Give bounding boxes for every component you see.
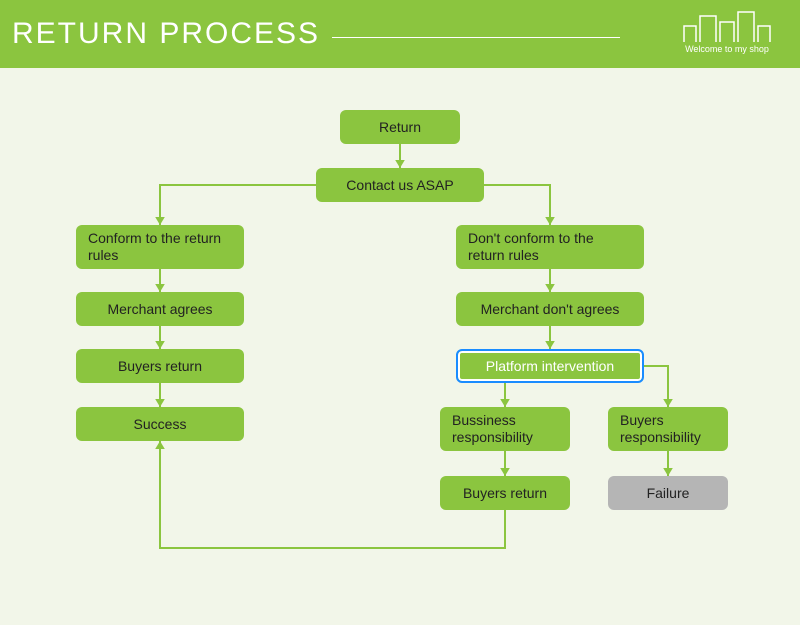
header-logo: Welcome to my shop (682, 8, 772, 54)
node-m_agree: Merchant agrees (76, 292, 244, 326)
node-success: Success (76, 407, 244, 441)
flowchart-connectors (0, 68, 800, 625)
header-welcome: Welcome to my shop (682, 44, 772, 54)
node-buy_resp: Buyers responsibility (608, 407, 728, 451)
header-divider (332, 37, 620, 38)
node-contact: Contact us ASAP (316, 168, 484, 202)
buildings-icon (682, 8, 772, 42)
node-failure: Failure (608, 476, 728, 510)
node-conform: Conform to the return rules (76, 225, 244, 269)
node-return: Return (340, 110, 460, 144)
page-title: RETURN PROCESS (12, 17, 320, 51)
node-platform: Platform intervention (456, 349, 644, 383)
node-biz_resp: Bussiness responsibility (440, 407, 570, 451)
node-m_disagree: Merchant don't agrees (456, 292, 644, 326)
header: RETURN PROCESS Welcome to my shop (0, 0, 800, 68)
node-nonconform: Don't conform to the return rules (456, 225, 644, 269)
flowchart-canvas: Return Contact us ASAP Conform to the retu… (0, 68, 800, 625)
node-buy_ret1: Buyers return (76, 349, 244, 383)
node-buy_ret2: Buyers return (440, 476, 570, 510)
